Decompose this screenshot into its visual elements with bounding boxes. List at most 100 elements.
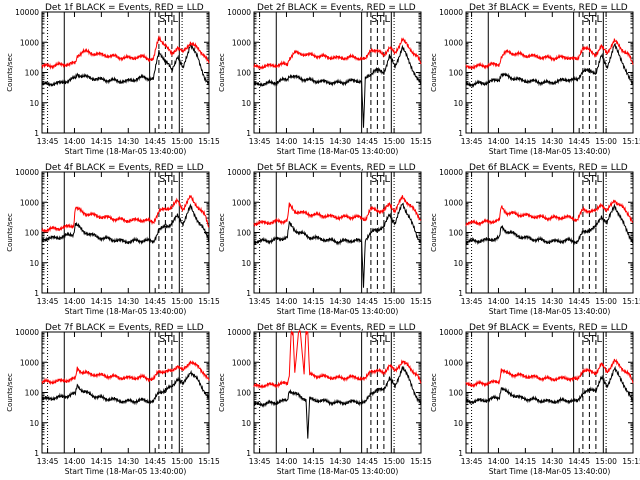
x-tick-label: 15:00 <box>171 297 193 306</box>
x-axis-label: Start Time (18-Mar-05 13:40:00) <box>65 147 187 156</box>
panel-title: Det 3f BLACK = Events, RED = LLD <box>469 3 628 13</box>
x-tick-label: 14:00 <box>64 457 86 466</box>
y-tick-label: 1 <box>458 289 463 298</box>
series-line-lld <box>253 37 422 71</box>
x-tick-label: 14:00 <box>276 297 298 306</box>
series-line-events <box>465 365 634 405</box>
series-line-lld <box>253 195 422 228</box>
y-tick-label: 100 <box>449 229 464 238</box>
y-tick-label: 1 <box>246 129 251 138</box>
y-tick-label: 100 <box>25 69 40 78</box>
y-tick-label: 10000 <box>227 328 251 337</box>
y-tick-label: 10 <box>29 259 39 268</box>
y-tick-label: 1000 <box>232 38 251 47</box>
y-tick-label: 1 <box>246 289 251 298</box>
x-tick-label: 14:00 <box>488 297 510 306</box>
series-line-events <box>465 42 634 89</box>
x-tick-label: 14:45 <box>568 137 590 146</box>
x-tick-label: 13:45 <box>249 137 271 146</box>
x-tick-label: 15:00 <box>595 137 617 146</box>
panel-det-4: Det 4f BLACK = Events, RED = LLD 1 10 100 10… <box>6 163 220 316</box>
x-tick-label: 15:15 <box>198 297 220 306</box>
y-axis-label: Counts/sec <box>218 373 226 412</box>
x-tick-label: 15:00 <box>595 297 617 306</box>
series-line-lld <box>465 199 634 227</box>
plot-frame <box>465 331 634 454</box>
series-line-lld <box>41 360 210 386</box>
x-tick-label: 14:30 <box>117 297 139 306</box>
panel-det-9: Det 9f BLACK = Events, RED = LLD 1 10 100 10… <box>430 323 640 476</box>
y-tick-label: 1000 <box>444 38 463 47</box>
y-axis-label: Counts/sec <box>430 373 438 412</box>
marker-t: T <box>165 174 173 185</box>
marker-l: L <box>172 334 178 345</box>
x-tick-label: 15:15 <box>198 457 220 466</box>
marker-l: L <box>384 174 390 185</box>
y-tick-label: 1000 <box>444 358 463 367</box>
x-tick-label: 15:15 <box>410 137 432 146</box>
marker-s: S <box>159 14 165 25</box>
panel-det-1: Det 1f BLACK = Events, RED = LLD 1 10 100 10… <box>6 3 220 156</box>
x-tick-label: 14:15 <box>91 137 113 146</box>
panel-det-2: Det 2f BLACK = Events, RED = LLD 1 10 100 10… <box>218 3 432 156</box>
marker-l: L <box>384 14 390 25</box>
x-tick-label: 15:00 <box>383 137 405 146</box>
x-tick-label: 14:45 <box>356 137 378 146</box>
panel-det-7: Det 7f BLACK = Events, RED = LLD 1 10 100 10… <box>6 323 220 476</box>
panel-title: Det 1f BLACK = Events, RED = LLD <box>45 3 204 13</box>
x-tick-label: 14:30 <box>117 457 139 466</box>
y-tick-label: 1000 <box>232 198 251 207</box>
series-line-events <box>253 365 422 439</box>
y-tick-label: 10000 <box>439 168 463 177</box>
x-tick-label: 14:15 <box>515 457 537 466</box>
marker-t: T <box>165 14 173 25</box>
marker-t: T <box>377 174 385 185</box>
series-line-events <box>253 202 422 288</box>
x-tick-label: 15:15 <box>622 457 640 466</box>
marker-t: T <box>377 14 385 25</box>
panel-title: Det 2f BLACK = Events, RED = LLD <box>257 3 416 13</box>
y-tick-label: 10000 <box>15 8 39 17</box>
series-line-events <box>253 44 422 128</box>
marker-t: T <box>165 334 173 345</box>
x-tick-label: 14:45 <box>356 457 378 466</box>
x-tick-label: 13:45 <box>249 297 271 306</box>
y-tick-label: 1000 <box>444 198 463 207</box>
panel-title: Det 6f BLACK = Events, RED = LLD <box>469 163 628 173</box>
x-tick-label: 13:45 <box>461 297 483 306</box>
y-tick-label: 1 <box>458 129 463 138</box>
y-tick-label: 10 <box>453 419 463 428</box>
marker-t: T <box>589 174 597 185</box>
y-tick-label: 10000 <box>439 8 463 17</box>
y-tick-label: 1 <box>34 289 39 298</box>
x-tick-label: 14:15 <box>515 297 537 306</box>
plot-frame <box>41 331 210 454</box>
x-tick-label: 14:15 <box>91 297 113 306</box>
x-axis-label: Start Time (18-Mar-05 13:40:00) <box>277 307 399 316</box>
x-tick-label: 14:30 <box>541 457 563 466</box>
y-tick-label: 10000 <box>227 8 251 17</box>
y-tick-label: 1000 <box>232 358 251 367</box>
x-axis-label: Start Time (18-Mar-05 13:40:00) <box>277 147 399 156</box>
x-tick-label: 14:00 <box>64 137 86 146</box>
x-tick-label: 13:45 <box>461 137 483 146</box>
x-tick-label: 14:45 <box>568 457 590 466</box>
series-line-lld <box>41 194 210 234</box>
x-axis-label: Start Time (18-Mar-05 13:40:00) <box>489 467 611 476</box>
marker-l: L <box>596 334 602 345</box>
marker-s: S <box>583 14 589 25</box>
y-tick-label: 10 <box>453 99 463 108</box>
series-line-lld <box>253 329 422 390</box>
x-tick-label: 15:00 <box>595 457 617 466</box>
marker-l: L <box>596 174 602 185</box>
y-tick-label: 10 <box>29 419 39 428</box>
x-axis-label: Start Time (18-Mar-05 13:40:00) <box>489 147 611 156</box>
y-tick-label: 10000 <box>15 328 39 337</box>
x-tick-label: 14:45 <box>356 297 378 306</box>
x-tick-label: 14:15 <box>515 137 537 146</box>
marker-s: S <box>371 174 377 185</box>
y-tick-label: 100 <box>237 389 252 398</box>
marker-s: S <box>583 174 589 185</box>
series-line-events <box>41 203 210 245</box>
plot-frame <box>41 171 210 294</box>
